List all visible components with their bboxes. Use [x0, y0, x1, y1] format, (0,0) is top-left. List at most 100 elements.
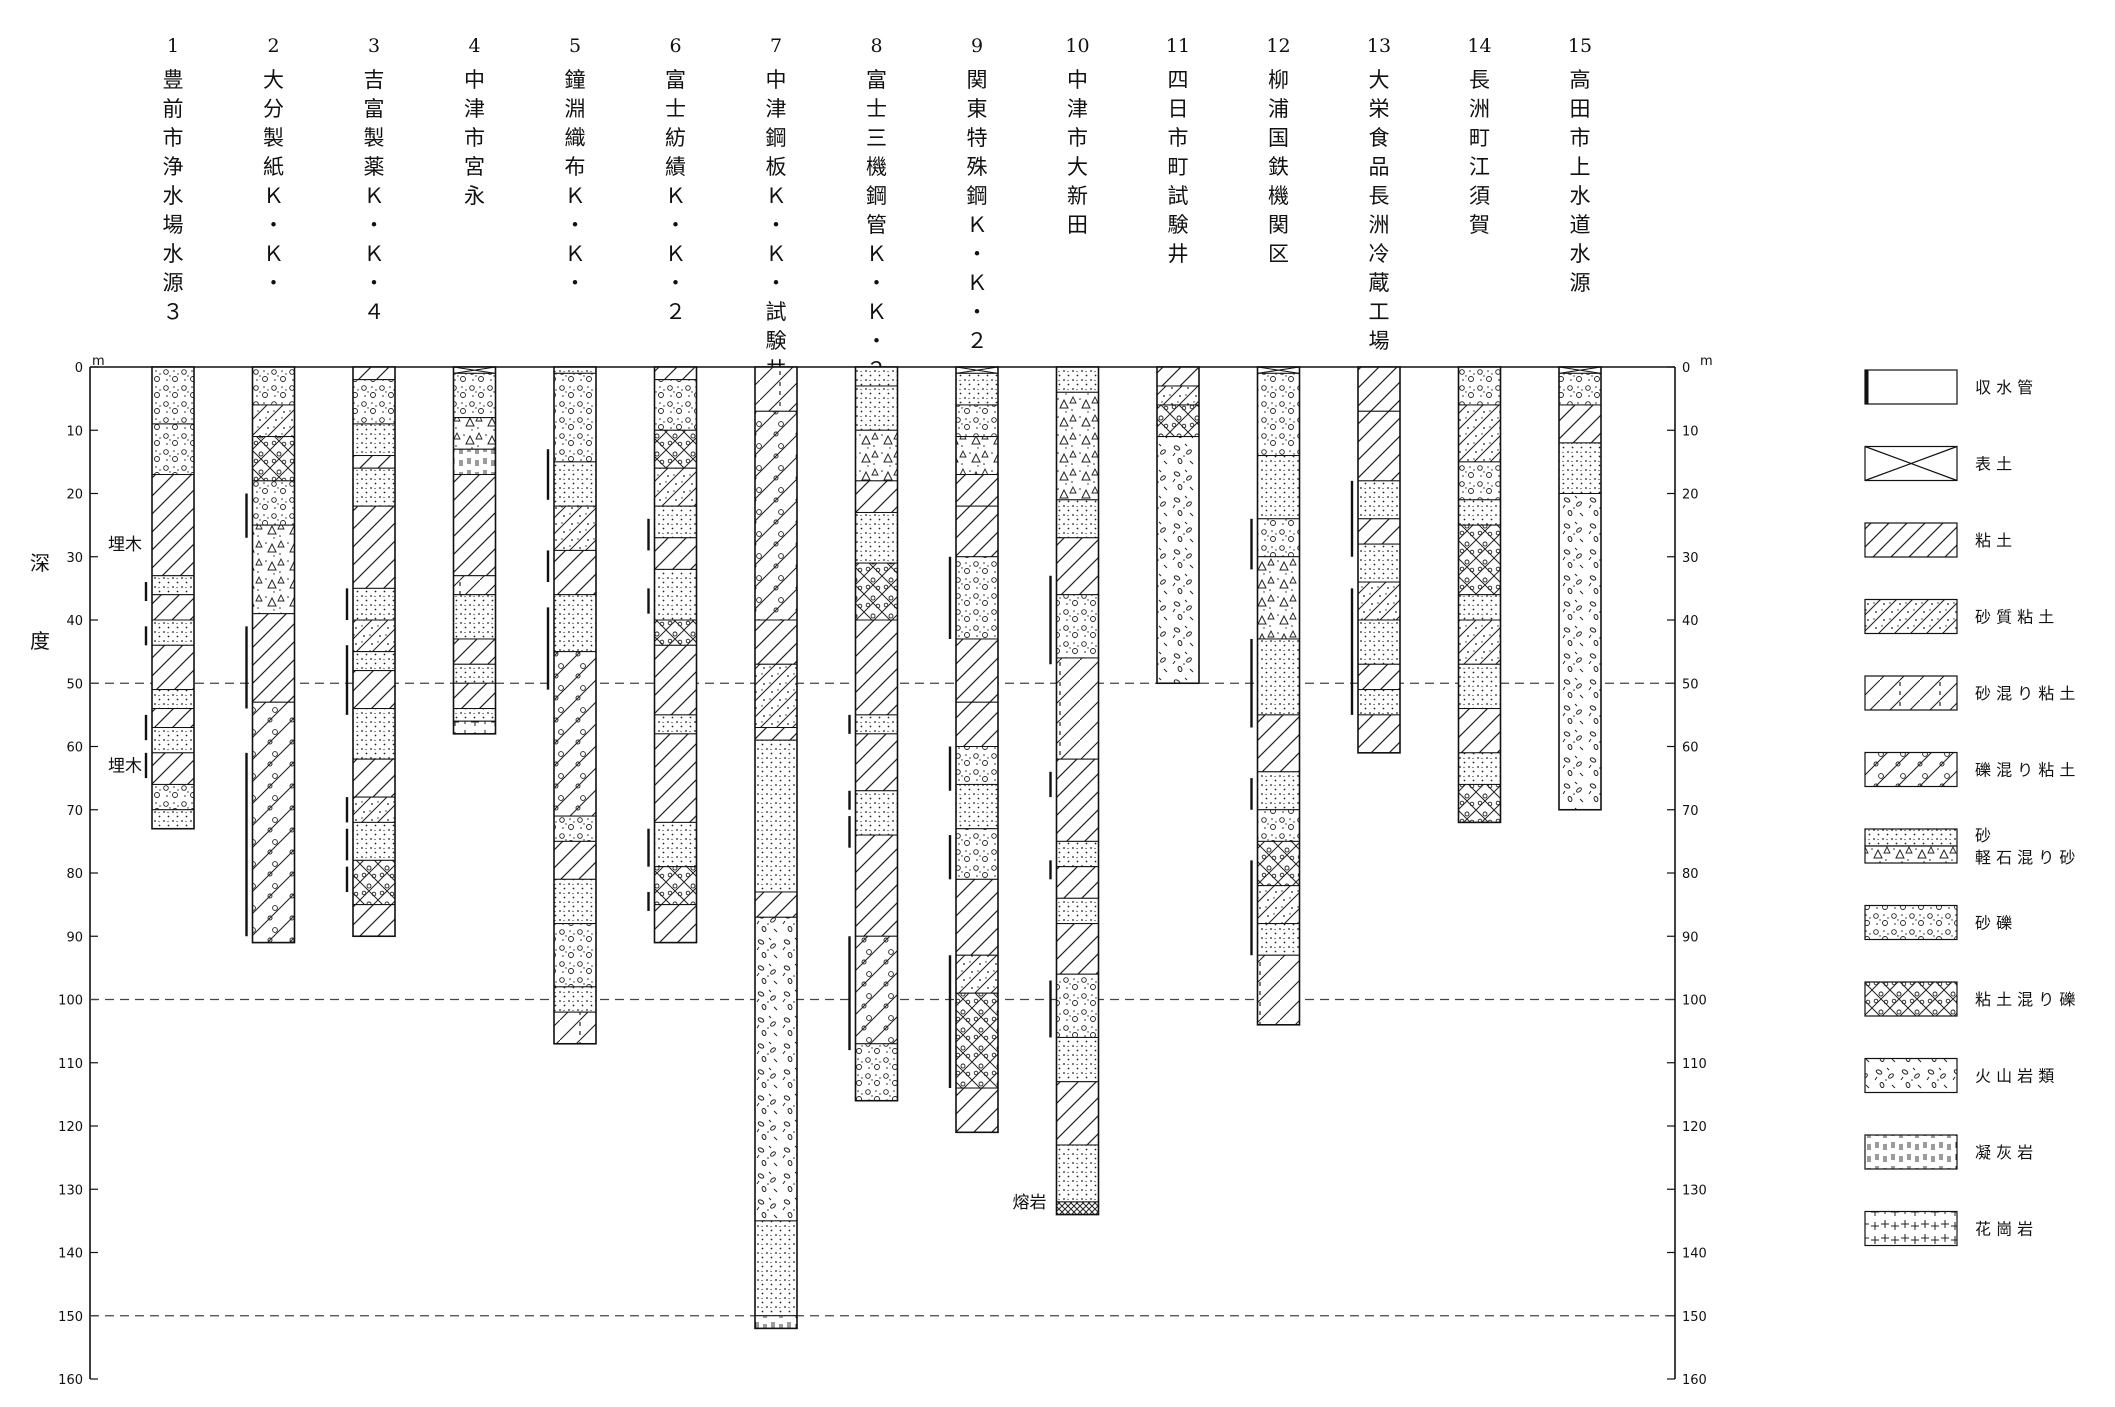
- well-name-char: 国: [1268, 126, 1289, 150]
- topsoil-cross: [955, 366, 999, 374]
- layer-clay: [754, 891, 798, 918]
- layer-sand: [1357, 480, 1401, 520]
- legend-label: 粘 土 混 り 礫: [1975, 990, 2075, 1009]
- layer-pebbly_clay: [553, 651, 597, 817]
- well-name-char: 江: [1469, 155, 1490, 179]
- layer-clay: [654, 904, 697, 944]
- layer-sand: [151, 619, 195, 646]
- legend: 収 水 管表 土粘 土砂 質 粘 土砂 混 り 粘 土礫 混 り 粘 土砂軽 石…: [1864, 369, 2075, 1247]
- layer-clay_gravel: [352, 859, 396, 906]
- well-name-char: 賀: [1469, 213, 1490, 237]
- well-name-char: 大: [263, 68, 284, 92]
- tick-label-right: 100: [1682, 994, 1707, 1009]
- tick-label-right: 120: [1682, 1120, 1707, 1135]
- layer-sand: [352, 423, 396, 457]
- layer-sand: [553, 461, 597, 507]
- legend-swatch: [1864, 751, 1958, 788]
- well-name-char: 富: [665, 68, 686, 92]
- tick-label-right: 80: [1682, 867, 1699, 882]
- layer-clay: [453, 474, 496, 577]
- layer-clay: [955, 638, 999, 703]
- well-name-char: Ｋ: [263, 184, 284, 208]
- layer-clay: [855, 733, 898, 792]
- well-number: 10: [1065, 35, 1089, 57]
- y-label-char-1: 深: [30, 551, 50, 575]
- well-name-char: 験: [766, 329, 787, 353]
- layer-sand: [1357, 543, 1401, 583]
- tick-label-left: 150: [58, 1310, 83, 1325]
- tick-label-right: 10: [1682, 424, 1699, 439]
- well-outline: [452, 366, 497, 735]
- layer-sand: [855, 790, 898, 836]
- layer-clay: [1458, 708, 1501, 754]
- well-name-char: 鉄: [1268, 155, 1289, 179]
- well-name-char: 紙: [263, 155, 284, 179]
- layer-clay: [453, 638, 496, 665]
- annotation-label: 熔岩: [1013, 1193, 1047, 1213]
- well-name-char: 蔵: [1369, 271, 1390, 295]
- well-name-char: 日: [1168, 97, 1189, 121]
- layer-sand: [855, 511, 898, 564]
- layer-sand: [654, 821, 697, 868]
- layer-clay: [1056, 758, 1099, 842]
- tick-label-left: 90: [66, 930, 83, 945]
- layer-sand: [955, 783, 999, 830]
- y-axis-label: 深 度: [30, 551, 50, 653]
- annotation-label: 埋木: [108, 535, 142, 555]
- layer-pumice_sand: [1056, 391, 1099, 501]
- well-name-char: ２: [967, 329, 988, 353]
- layer-sand_gravel: [151, 423, 195, 476]
- legend-label: 火 山 岩 類: [1975, 1067, 2054, 1086]
- unit-label-left: m: [92, 354, 105, 369]
- well-name-char: 区: [1268, 242, 1289, 266]
- layer-sandy_clay: [654, 467, 697, 507]
- well-name-char: 水: [1570, 242, 1591, 266]
- layer-sandy_clay: [754, 663, 798, 729]
- layer-clay: [654, 366, 697, 381]
- tick-label-left: 60: [66, 741, 83, 756]
- well-name-char: 鋼: [866, 184, 887, 208]
- layer-sand_gravel: [654, 379, 697, 431]
- layer-clay: [654, 537, 697, 570]
- layer-sandy_mud: [1056, 657, 1099, 760]
- legend-swatch: [1864, 981, 1958, 1017]
- well-name-char: 中: [766, 68, 787, 92]
- layer-clay: [1056, 866, 1099, 899]
- well-name-char: 水: [1570, 184, 1591, 208]
- layer-clay_gravel: [654, 866, 697, 906]
- well-outline: [754, 366, 798, 1330]
- well-name-char: Ｋ: [263, 242, 284, 266]
- legend-swatch: [1864, 598, 1958, 635]
- well-name-char: 水: [163, 242, 184, 266]
- tick-label-left: 10: [66, 424, 83, 439]
- legend-item-sandy_mud: 砂 混 り 粘 土: [1864, 675, 2075, 711]
- legend-item-clay_gravel: 粘 土 混 り 礫: [1864, 981, 2075, 1017]
- well-outline: [1055, 366, 1100, 1216]
- layer-clay_gravel: [654, 429, 697, 469]
- well-name-char: 三: [866, 126, 887, 150]
- well-number: 2: [267, 35, 279, 57]
- layer-sand: [1458, 594, 1501, 621]
- layer-clay: [352, 366, 396, 381]
- layer-sandy_clay: [553, 505, 597, 551]
- tick-label-left: 70: [66, 804, 83, 819]
- topsoil-cross: [453, 366, 496, 374]
- layer-gravel: [1558, 372, 1602, 406]
- layer-sand: [352, 708, 396, 760]
- well-name-char: 源: [163, 271, 184, 295]
- layer-clay_gravel: [1156, 404, 1200, 438]
- layer-sand_gravel: [553, 815, 597, 842]
- layer-sand: [352, 587, 396, 621]
- layer-sand: [1257, 771, 1300, 811]
- layer-volcanic: [1558, 493, 1602, 811]
- legend-label: 砂 質 粘 土: [1975, 608, 2054, 627]
- well-name-char: 富: [866, 68, 887, 92]
- layer-sandy_clay: [1257, 885, 1300, 925]
- layer-sand: [955, 372, 999, 406]
